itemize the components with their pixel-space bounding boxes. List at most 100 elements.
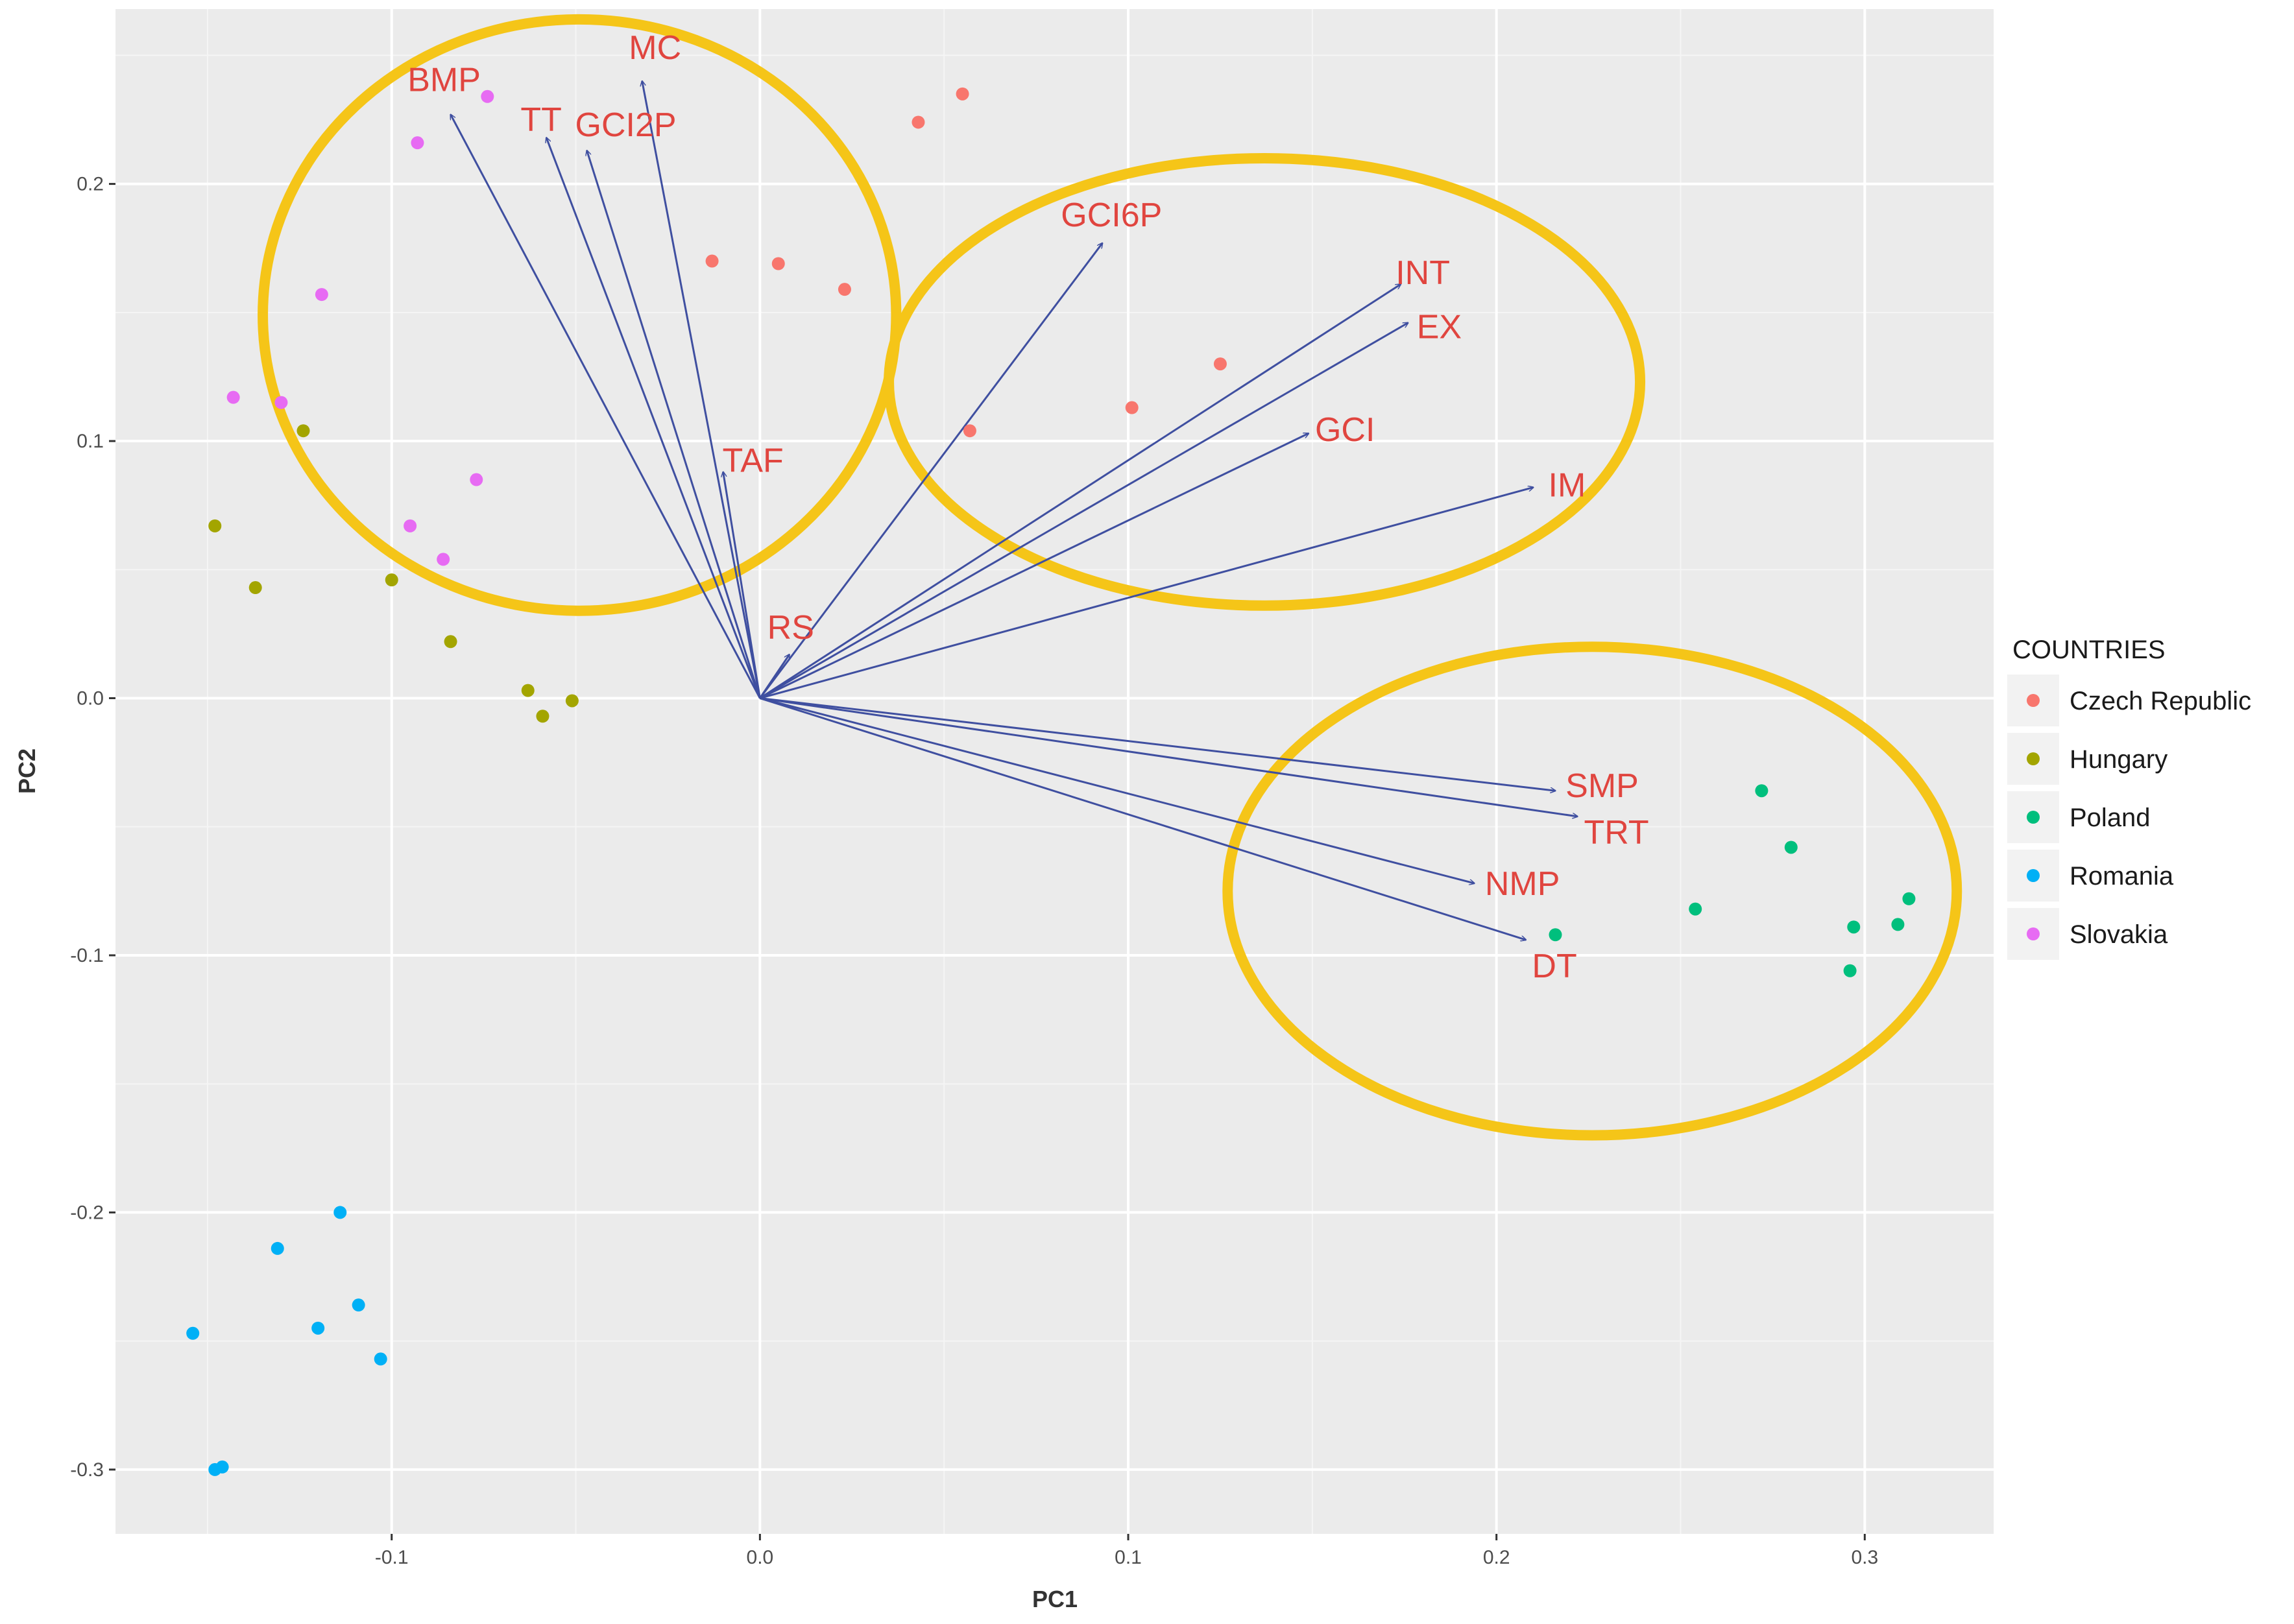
point-slovakia [274,396,288,409]
x-axis-title: PC1 [1032,1586,1078,1612]
legend-swatch-poland [2027,811,2040,824]
point-hungary [208,519,222,532]
loading-label-smp: SMP [1565,767,1639,805]
plot-panel [115,9,1994,1534]
point-slovakia [437,553,450,566]
loading-label-dt: DT [1532,948,1576,985]
arrow-int [759,284,1401,699]
point-slovakia [411,136,424,150]
point-poland [1755,784,1769,798]
point-poland [1784,841,1798,854]
loading-label-taf: TAF [722,442,783,480]
point-romania [352,1298,365,1312]
point-poland [1549,928,1562,942]
point-czech-republic [705,254,719,268]
loading-arrows [450,81,1578,940]
point-hungary [536,710,549,723]
loading-label-ex: EX [1417,309,1462,346]
legend-swatch-czech-republic [2027,694,2040,707]
y-tick-label: 0.1 [77,431,104,452]
x-tick-label: 0.2 [1483,1547,1510,1568]
y-tick-label: 0.0 [77,688,104,710]
arrow-ex [759,322,1408,699]
point-poland [1689,902,1702,916]
arrow-bmp [450,115,761,699]
point-czech-republic [912,115,925,129]
point-slovakia [315,288,328,302]
point-hungary [296,424,310,438]
arrow-dt [759,697,1526,940]
y-tick-label: -0.1 [70,945,104,966]
point-poland [1843,964,1857,977]
loading-label-int: INT [1395,254,1450,292]
legend-label-czech-republic: Czech Republic [2070,687,2251,715]
highlight-ellipse-3 [1222,641,1962,1141]
legend-label-romania: Romania [2070,862,2174,890]
legend-label-poland: Poland [2070,804,2151,832]
point-romania [311,1321,325,1335]
arrow-gci2p [587,150,761,699]
y-tick-label: -0.3 [70,1459,104,1481]
point-slovakia [404,519,417,532]
arrow-taf [723,472,761,699]
loading-label-mc: MC [629,29,681,67]
x-axis-ticks: -0.1 0.0 0.1 0.2 0.3 [375,1534,1878,1568]
point-slovakia [470,473,483,486]
legend-label-slovakia: Slovakia [2070,920,2168,949]
legend-title: COUNTRIES [2012,636,2166,664]
point-hungary [248,581,262,595]
y-tick-label: -0.2 [70,1202,104,1223]
point-czech-republic [1125,401,1139,414]
arrow-gci [759,432,1309,699]
y-axis-ticks: -0.3 -0.2 -0.1 0.0 0.1 0.2 [70,174,115,1481]
arrow-smp [760,697,1555,791]
major-gridlines [115,9,1994,1534]
x-tick-label: 0.0 [747,1547,774,1568]
point-slovakia [481,90,494,103]
x-tick-label: -0.1 [375,1547,409,1568]
highlight-ellipses [258,14,1962,1141]
loading-labels: BMP TT GCI2P MC TAF RS GCI6P INT EX GCI IM SMP TRT NM… [407,29,1648,985]
point-czech-republic [956,87,969,101]
point-czech-republic [838,283,851,296]
loading-label-gci: GCI [1315,411,1375,449]
point-poland [1902,892,1916,905]
legend-swatch-slovakia [2027,927,2040,940]
arrow-nmp [760,697,1474,883]
point-hungary [521,684,535,697]
legend: COUNTRIES Czech Republic Hungary Poland Rom… [2006,636,2278,962]
point-slovakia [226,390,240,404]
loading-label-gci2p: GCI2P [575,106,677,144]
arrow-trt [760,697,1577,817]
y-axis-title: PC2 [14,748,40,794]
point-romania [333,1206,347,1219]
point-czech-republic [1213,357,1227,371]
point-romania [271,1241,284,1255]
arrow-mc [642,81,761,699]
legend-swatch-hungary [2027,752,2040,765]
loading-label-tt: TT [520,101,562,139]
point-romania [186,1326,200,1340]
point-hungary [385,573,398,587]
highlight-ellipse-1 [258,14,902,616]
loading-label-rs: RS [767,609,814,647]
highlight-ellipse-2 [884,152,1646,611]
y-tick-label: 0.2 [77,174,104,195]
arrow-gci6p [759,243,1102,699]
point-hungary [444,635,457,649]
point-poland [1891,918,1905,931]
data-points [186,87,1916,1476]
loading-label-nmp: NMP [1485,865,1560,903]
legend-label-hungary: Hungary [2070,745,2167,774]
legend-swatch-romania [2027,869,2040,882]
point-hungary [565,694,579,708]
arrow-im [759,487,1533,699]
x-tick-label: 0.3 [1851,1547,1878,1568]
point-poland [1847,920,1861,934]
point-romania [374,1352,387,1366]
point-czech-republic [963,424,976,438]
point-romania [215,1460,229,1474]
loading-label-bmp: BMP [407,62,481,99]
arrow-tt [546,137,761,699]
